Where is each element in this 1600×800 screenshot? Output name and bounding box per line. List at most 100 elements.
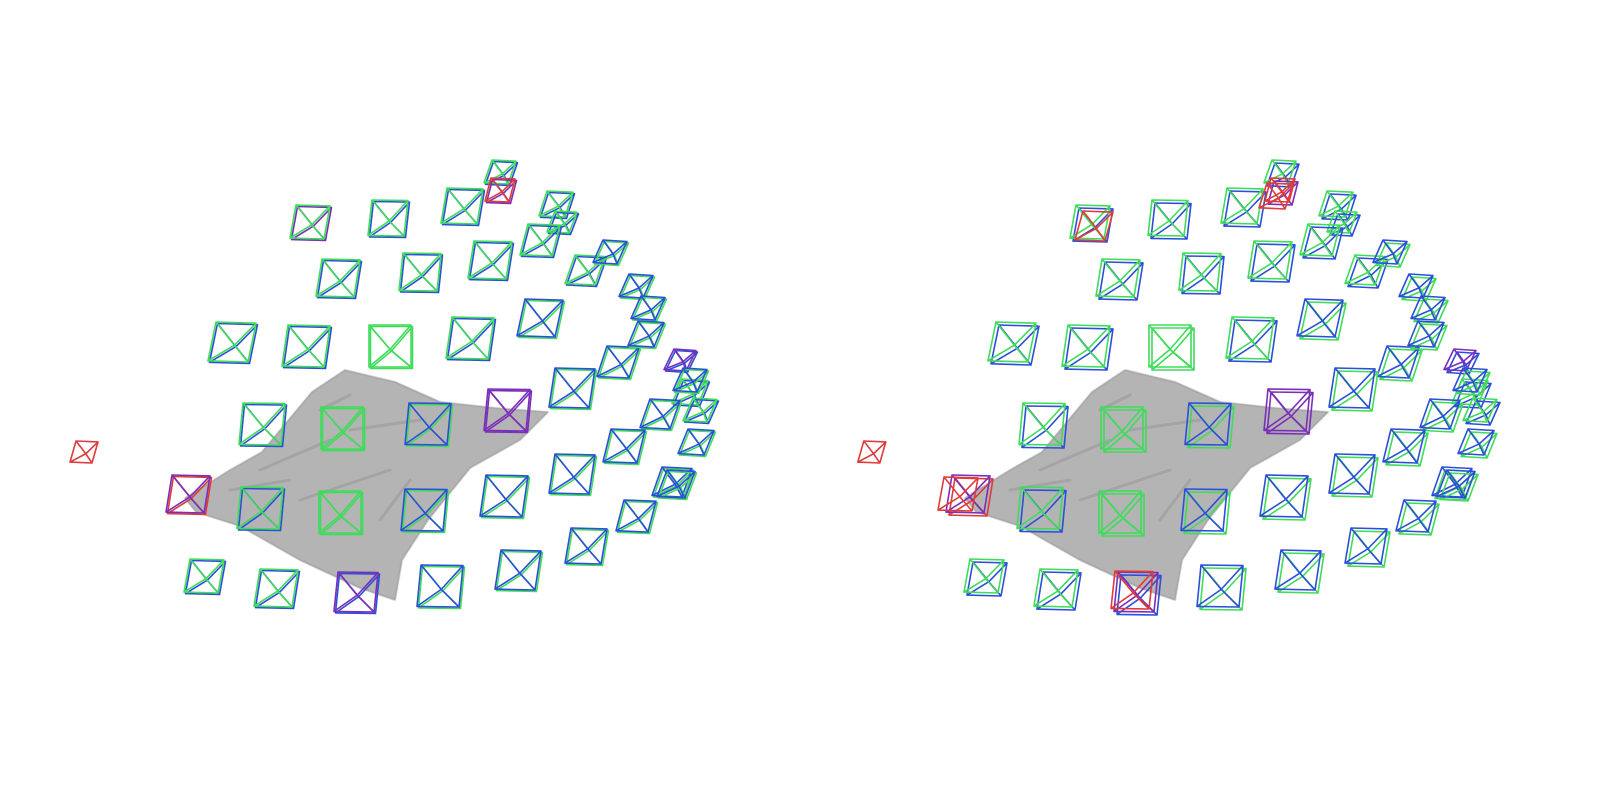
camera-pair	[315, 258, 363, 300]
camera-frustum-reference	[538, 190, 574, 218]
camera-pair	[1018, 402, 1069, 449]
camera-frustum-reference	[416, 564, 464, 608]
camera-frustum-reference	[963, 558, 1005, 594]
camera-frustum-reference	[479, 474, 529, 518]
camera-pair	[367, 199, 411, 239]
camera-frustum-reference	[404, 402, 452, 446]
camera-pair	[398, 252, 444, 294]
camera-frustum-reference	[639, 398, 681, 430]
camera-frustum-reference	[1462, 397, 1498, 423]
camera-frustum-reference	[1247, 240, 1293, 280]
camera-pair	[596, 345, 642, 381]
left-panel	[69, 159, 720, 615]
reconstructed-mesh	[184, 369, 550, 601]
camera-frustum-reference	[484, 177, 516, 203]
camera-pair	[1274, 549, 1325, 594]
camera-frustum-reference	[548, 453, 596, 495]
camera-frustum-reference	[315, 258, 361, 298]
camera-pair	[1264, 177, 1299, 206]
camera-frustum-reference	[289, 204, 331, 240]
camera-pair	[483, 159, 519, 187]
camera-pair	[165, 474, 213, 516]
camera-frustum-reference	[672, 367, 708, 393]
camera-pair	[516, 298, 566, 340]
camera-frustum-reference	[602, 428, 646, 464]
camera-frustum-reference	[320, 406, 364, 450]
camera-pair	[1328, 453, 1379, 498]
camera-pair	[333, 571, 381, 615]
camera-frustum-reference	[1184, 402, 1232, 446]
camera-pair	[1178, 252, 1225, 295]
camera-pair	[253, 568, 301, 610]
camera-pair	[630, 295, 668, 323]
camera-pair	[183, 558, 227, 596]
camera-pair	[318, 490, 364, 536]
camera-pair	[1410, 295, 1449, 324]
camera-frustum-reference	[1407, 320, 1445, 348]
camera-pair	[1016, 486, 1067, 533]
camera-frustum-reference	[596, 345, 640, 379]
camera-frustum-reference	[494, 549, 542, 591]
camera-pair	[592, 239, 630, 267]
camera-frustum-reference	[483, 388, 531, 432]
camera-pair	[320, 406, 366, 452]
camera-pair	[1100, 406, 1147, 453]
camera-frustum-reference	[236, 486, 284, 530]
camera-frustum-reference	[1436, 469, 1476, 499]
camera-pair	[677, 428, 717, 458]
camera-pair	[1395, 499, 1440, 536]
camera-frustum-reference	[1452, 367, 1488, 393]
camera-frustum-outlier	[1074, 210, 1114, 242]
camera-frustum-reference	[398, 252, 442, 292]
camera-frustum-reference	[165, 474, 211, 514]
reconstructed-mesh	[964, 369, 1330, 601]
camera-frustum-reference	[1395, 499, 1437, 533]
camera-pair	[1147, 199, 1192, 240]
camera-frustum-reference	[1178, 252, 1222, 292]
camera-frustum-reference	[677, 428, 715, 456]
camera-frustum-reference	[630, 295, 666, 321]
camera-frustum-reference	[368, 324, 412, 368]
camera-pair	[1457, 428, 1498, 459]
camera-pair	[1328, 367, 1379, 412]
camera-frustum-reference	[367, 199, 409, 237]
camera-pair	[1452, 367, 1491, 396]
camera-pair	[236, 486, 286, 532]
camera-pair	[289, 204, 333, 242]
camera-pair	[564, 527, 610, 567]
camera-pair	[494, 549, 544, 593]
camera-frustum-reference	[1457, 428, 1495, 456]
camera-pair	[467, 240, 515, 282]
camera-frustum-reference	[1296, 298, 1344, 338]
camera-pair	[1344, 254, 1389, 289]
camera-frustum-estimated	[417, 565, 466, 610]
camera-pair	[615, 499, 659, 535]
camera-frustum-reference	[615, 499, 657, 533]
camera-frustum-reference	[1410, 295, 1446, 321]
camera-pair	[602, 428, 648, 466]
camera-pair	[1299, 223, 1344, 260]
camera-frustum-reference	[253, 568, 299, 608]
camera-frustum-reference	[1196, 564, 1244, 608]
camera-pair	[548, 453, 598, 497]
camera-frustum-reference	[1263, 388, 1311, 432]
camera-pair	[1436, 469, 1479, 502]
camera-pair	[1180, 488, 1231, 535]
camera-frustum-reference	[333, 571, 379, 613]
camera-frustum-reference	[1095, 258, 1141, 298]
camera-pair	[1061, 324, 1114, 371]
camera-frustum-reference	[987, 321, 1037, 363]
camera-frustum-reference	[548, 367, 596, 409]
camera-frustum-reference	[1033, 568, 1079, 608]
camera-frustum-reference	[1344, 527, 1388, 565]
camera-frustum-reference	[618, 273, 654, 299]
camera-pair	[672, 367, 710, 395]
camera-pair	[483, 388, 533, 434]
camera-frustum-reference	[238, 402, 286, 446]
camera-frustum-reference	[1148, 324, 1192, 368]
camera-frustum-reference	[1061, 324, 1111, 368]
camera-frustum-reference	[945, 474, 991, 514]
camera-pair	[682, 397, 720, 425]
camera-frustum-reference	[1328, 453, 1376, 495]
